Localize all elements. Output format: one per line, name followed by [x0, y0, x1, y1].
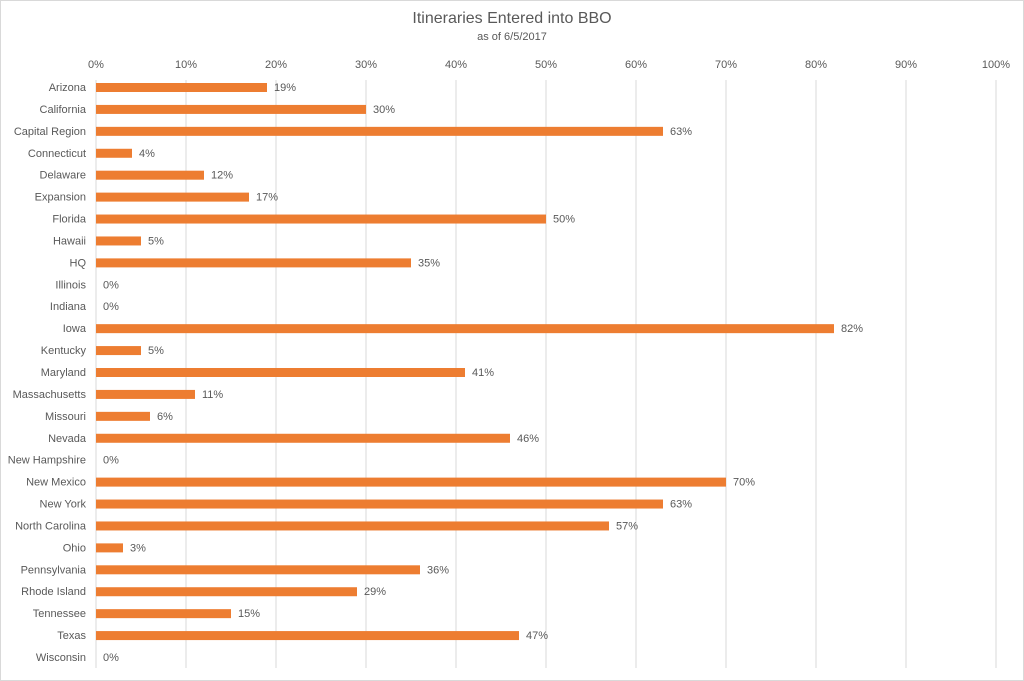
bar [96, 521, 609, 531]
category-label: New Hampshire [8, 455, 86, 467]
data-label: 0% [103, 279, 119, 291]
category-label: New York [40, 499, 87, 511]
x-tick-label: 60% [625, 59, 647, 71]
category-label: Texas [57, 630, 86, 642]
data-label: 35% [418, 257, 440, 269]
bar [96, 126, 663, 136]
category-label: Massachusetts [13, 389, 87, 401]
bar [96, 543, 123, 553]
category-label: Pennsylvania [21, 564, 87, 576]
data-label: 0% [103, 652, 119, 664]
category-label: Tennessee [33, 608, 86, 620]
bar [96, 258, 411, 268]
x-tick-label: 100% [982, 59, 1010, 71]
data-label: 3% [130, 542, 146, 554]
category-label: New Mexico [26, 477, 86, 489]
data-label: 5% [148, 235, 164, 247]
category-label: Hawaii [53, 235, 86, 247]
bar [96, 192, 249, 202]
data-label: 30% [373, 104, 395, 116]
data-label: 41% [472, 367, 494, 379]
bar [96, 565, 420, 575]
category-label: Indiana [50, 301, 87, 313]
bar [96, 148, 132, 158]
bar [96, 83, 267, 92]
category-label: Wisconsin [36, 652, 86, 664]
data-label: 82% [841, 323, 863, 335]
bar [96, 477, 726, 487]
data-label: 63% [670, 126, 692, 138]
category-label: Ohio [63, 542, 86, 554]
x-tick-label: 50% [535, 59, 557, 71]
data-label: 50% [553, 214, 575, 226]
bar [96, 170, 204, 180]
data-label: 6% [157, 411, 173, 423]
x-tick-label: 70% [715, 59, 737, 71]
x-tick-label: 90% [895, 59, 917, 71]
bar [96, 104, 366, 114]
category-label: Maryland [41, 367, 86, 379]
data-label: 46% [517, 433, 539, 445]
bar [96, 368, 465, 377]
category-label: Delaware [40, 170, 86, 182]
data-label: 0% [103, 455, 119, 467]
x-tick-label: 80% [805, 59, 827, 71]
data-label: 17% [256, 192, 278, 204]
category-label: Capital Region [14, 126, 86, 138]
chart-subtitle: as of 6/5/2017 [477, 31, 547, 43]
category-label: Expansion [35, 192, 86, 204]
bar [96, 433, 510, 443]
category-label: Arizona [49, 82, 87, 94]
data-label: 36% [427, 564, 449, 576]
chart-title: Itineraries Entered into BBO [412, 10, 612, 27]
bar [96, 587, 357, 597]
data-label: 57% [616, 520, 638, 532]
data-label: 5% [148, 345, 164, 357]
data-label: 11% [202, 389, 223, 401]
category-label: HQ [70, 257, 87, 269]
category-label: Connecticut [28, 148, 86, 160]
x-tick-label: 20% [265, 59, 287, 71]
category-label: Kentucky [41, 345, 87, 357]
category-label: Missouri [45, 411, 86, 423]
bar [96, 324, 834, 334]
x-tick-label: 40% [445, 59, 467, 71]
data-label: 29% [364, 586, 386, 598]
bar [96, 236, 141, 246]
category-label: Iowa [63, 323, 87, 335]
bar [96, 214, 546, 224]
bar [96, 609, 231, 619]
x-tick-label: 30% [355, 59, 377, 71]
category-label: California [40, 104, 87, 116]
bar [96, 346, 141, 356]
x-tick-label: 0% [88, 59, 104, 71]
data-label: 70% [733, 477, 755, 489]
bar [96, 389, 195, 399]
bar [96, 631, 519, 641]
category-label: Illinois [55, 279, 86, 291]
category-label: North Carolina [15, 520, 87, 532]
bar [96, 411, 150, 421]
category-label: Florida [52, 214, 87, 226]
data-label: 19% [274, 82, 296, 94]
data-label: 15% [238, 608, 260, 620]
data-label: 12% [211, 170, 233, 182]
data-label: 63% [670, 499, 692, 511]
data-label: 0% [103, 301, 119, 313]
category-label: Nevada [48, 433, 87, 445]
data-label: 4% [139, 148, 155, 160]
data-label: 47% [526, 630, 548, 642]
bar [96, 499, 663, 509]
category-label: Rhode Island [21, 586, 86, 598]
x-tick-label: 10% [175, 59, 197, 71]
